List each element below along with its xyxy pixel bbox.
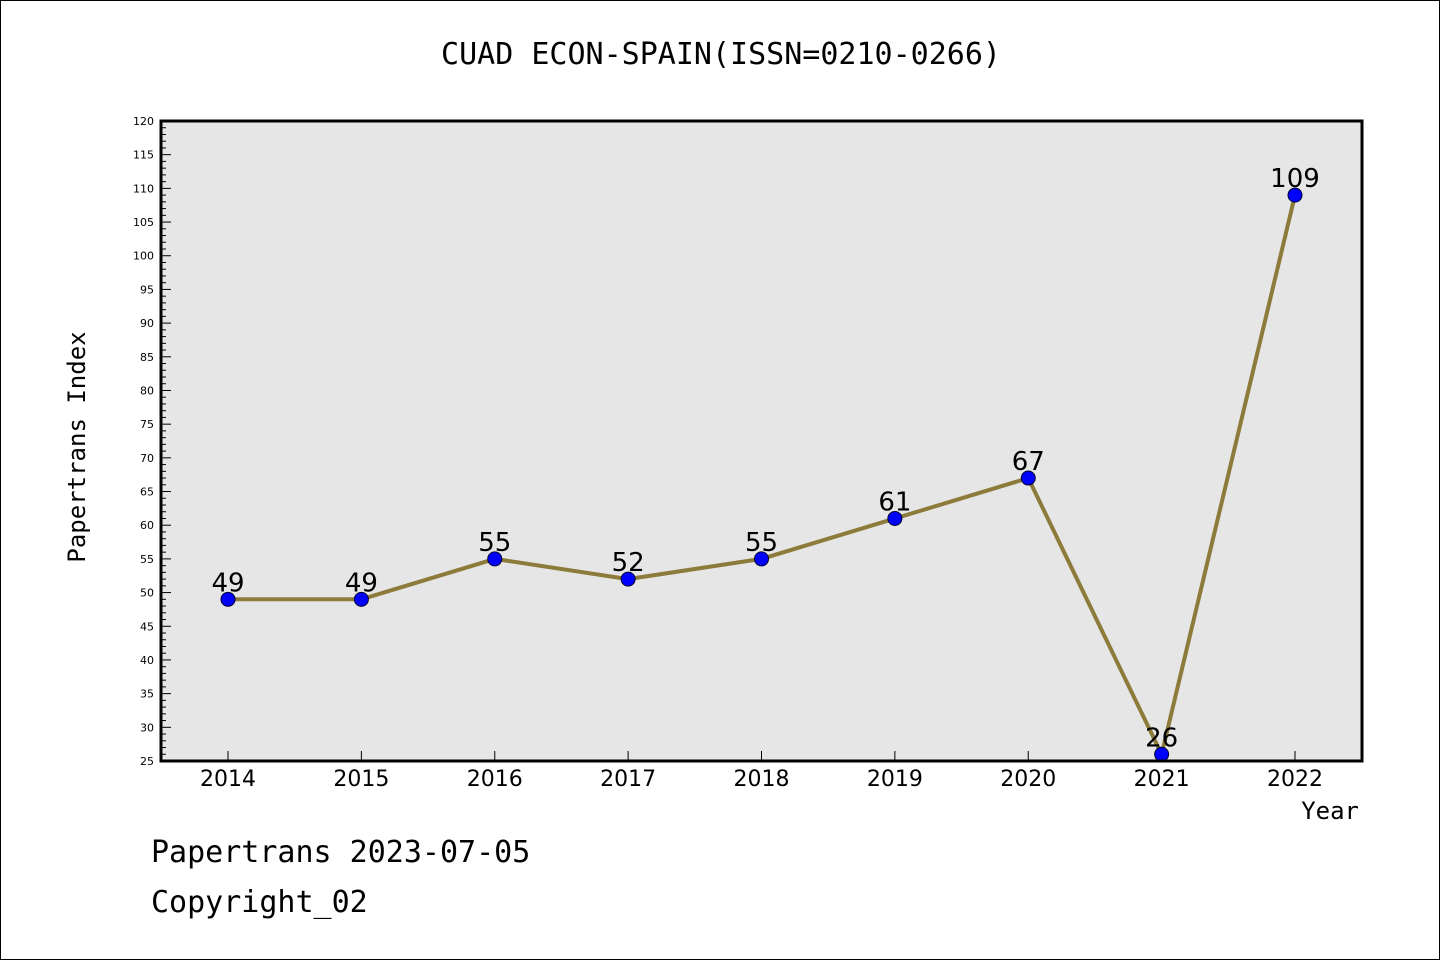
y-tick-label: 100 [133,250,154,263]
data-label: 67 [1012,447,1045,477]
data-point [887,510,903,526]
x-tick-label: 2016 [467,767,523,792]
y-tick-label: 90 [140,317,154,330]
data-point [353,591,369,607]
y-tick-label: 80 [140,384,154,397]
data-label: 49 [211,568,244,598]
data-label: 109 [1270,164,1320,194]
y-tick-label: 55 [140,553,154,566]
y-tick-label: 115 [133,149,154,162]
y-tick-label: 65 [140,486,154,499]
footer-source: Papertrans 2023-07-05 [151,835,531,870]
y-tick-label: 35 [140,688,154,701]
y-tick-label: 95 [140,283,154,296]
data-label: 49 [345,568,378,598]
y-tick-label: 85 [140,351,154,364]
x-tick-label: 2018 [734,767,790,792]
x-tick-label: 2014 [200,767,256,792]
y-tick-label: 50 [140,587,154,600]
x-tick-label: 2019 [867,767,923,792]
x-tick-label: 2021 [1134,767,1190,792]
data-label: 55 [478,528,511,558]
data-point [1020,470,1036,486]
data-label: 52 [612,548,645,578]
y-tick-label: 110 [133,182,154,195]
data-point [220,591,236,607]
y-axis-label: Papertrans Index [63,331,91,563]
y-tick-label: 75 [140,418,154,431]
y-tick-label: 60 [140,519,154,532]
y-tick-label: 30 [140,721,154,734]
y-tick-label: 105 [133,216,154,229]
footer-copyright: Copyright_02 [151,885,368,920]
x-axis-label: Year [1301,797,1359,825]
data-point [487,551,503,567]
y-tick-label: 25 [140,755,154,768]
data-label: 55 [745,528,778,558]
y-tick-label: 40 [140,654,154,667]
data-label: 26 [1145,723,1178,753]
x-tick-label: 2017 [600,767,656,792]
y-tick-label: 45 [140,620,154,633]
plot-area [161,121,1362,761]
data-point [1287,187,1303,203]
data-point [754,551,769,567]
x-tick-label: 2022 [1267,767,1323,792]
y-tick-label: 70 [140,452,154,465]
chart-title: CUAD ECON-SPAIN(ISSN=0210-0266) [441,37,1001,72]
y-tick-label: 120 [133,115,154,128]
data-point [620,571,636,587]
x-tick-label: 2015 [333,767,389,792]
data-label: 61 [878,487,911,517]
x-tick-label: 2020 [1000,767,1056,792]
plot-frame [159,119,1364,763]
